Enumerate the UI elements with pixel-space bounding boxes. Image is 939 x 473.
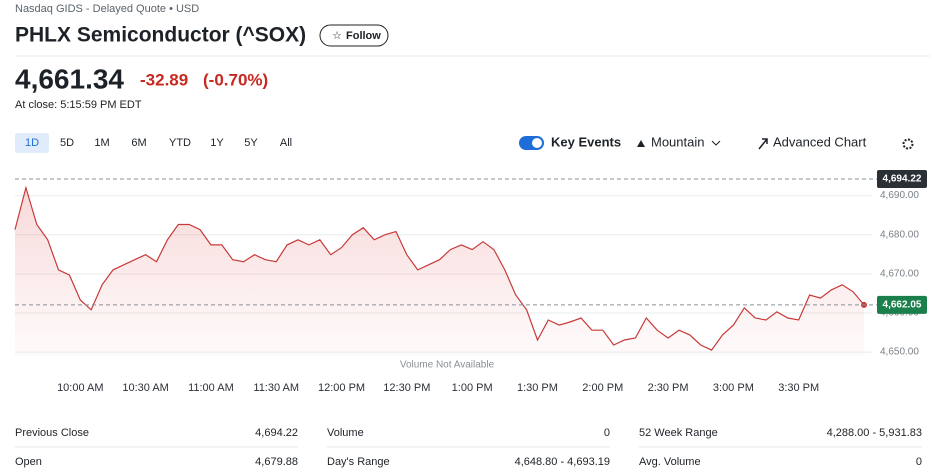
reference-label-box [877, 295, 927, 314]
dropdown-caret [711, 140, 721, 146]
expand-icon [758, 138, 768, 150]
range-tab[interactable]: 1D [25, 137, 39, 149]
stat-label: Previous Close [15, 427, 89, 439]
reference-label: 4,662.05 [883, 300, 922, 311]
reference-label: 4,694.22 [883, 174, 922, 185]
follow-label[interactable]: Follow [346, 30, 381, 42]
range-tab[interactable]: 1Y [210, 137, 224, 149]
toggle-knob [532, 138, 542, 148]
chart-note: Volume Not Available [400, 360, 495, 371]
range-tab[interactable]: 5D [60, 137, 74, 149]
price: 4,661.34 [15, 63, 124, 94]
stat-label: Volume [327, 427, 364, 439]
stat-label: 52 Week Range [639, 427, 718, 439]
x-tick-label: 2:30 PM [648, 382, 689, 394]
range-tab[interactable]: 5Y [244, 137, 258, 149]
range-tab[interactable]: All [280, 137, 292, 149]
follow-button[interactable] [319, 24, 389, 47]
range-tab-active[interactable] [15, 133, 49, 153]
price-change: -32.89 [140, 70, 188, 89]
quote-title: PHLX Semiconductor (^SOX) [15, 24, 306, 47]
stats-table: Previous Close 4,694.22 Volume 0 52 Week Ran… [15, 427, 922, 468]
x-tick-label: 10:00 AM [57, 382, 103, 394]
area-fill [15, 187, 864, 356]
x-tick-label: 11:00 AM [188, 382, 234, 394]
stat-value: 4,694.22 [255, 427, 298, 439]
stat-label: Open [15, 456, 42, 468]
y-tick-label: 4,670.00 [880, 268, 919, 279]
price-change-pct: (-0.70%) [203, 70, 268, 89]
y-tick-label: 4,690.00 [880, 190, 919, 201]
chart: 4,650.004,660.004,670.004,680.004,690.00… [14, 170, 927, 394]
stat-label: Avg. Volume [639, 456, 701, 468]
key-events[interactable]: Key Events [551, 134, 621, 149]
stat-label: Day's Range [327, 456, 390, 468]
star-icon: ☆ [332, 30, 342, 42]
range-tab[interactable]: YTD [169, 137, 191, 149]
stat-value: 4,679.88 [255, 456, 298, 468]
y-tick-label: 4,680.00 [880, 229, 919, 240]
x-tick-label: 3:00 PM [713, 382, 754, 394]
price-line [14, 185, 865, 351]
stat-value: 4,288.00 - 5,931.83 [827, 427, 922, 439]
range-tab[interactable]: 6M [131, 137, 146, 149]
x-tick-label: 1:30 PM [517, 382, 558, 394]
range-tab[interactable]: 1M [94, 137, 109, 149]
x-tick-label: 2:00 PM [582, 382, 623, 394]
reference-label-box [877, 170, 927, 189]
x-tick-label: 12:00 PM [318, 382, 365, 394]
x-tick-label: 10:30 AM [122, 382, 168, 394]
chart-style[interactable]: Mountain [651, 134, 704, 149]
stat-value: 0 [916, 456, 922, 468]
mountain-icon [637, 140, 645, 147]
x-tick-label: 11:30 AM [253, 382, 299, 394]
quote-source: Nasdaq GIDS - Delayed Quote • USD [15, 3, 199, 15]
x-tick-label: 1:00 PM [452, 382, 493, 394]
range-tabs: 1D 5D 1M 6M YTD 1Y 5Y All [15, 133, 292, 153]
close-time: At close: 5:15:59 PM EDT [15, 99, 142, 111]
advanced-chart[interactable]: Advanced Chart [773, 134, 867, 149]
x-tick-label: 12:30 PM [383, 382, 430, 394]
x-tick-label: 3:30 PM [778, 382, 819, 394]
stat-value: 4,648.80 - 4,693.19 [515, 456, 610, 468]
y-tick-label: 4,650.00 [880, 347, 919, 358]
stat-value: 0 [604, 427, 610, 439]
settings-icon[interactable] [902, 138, 914, 150]
